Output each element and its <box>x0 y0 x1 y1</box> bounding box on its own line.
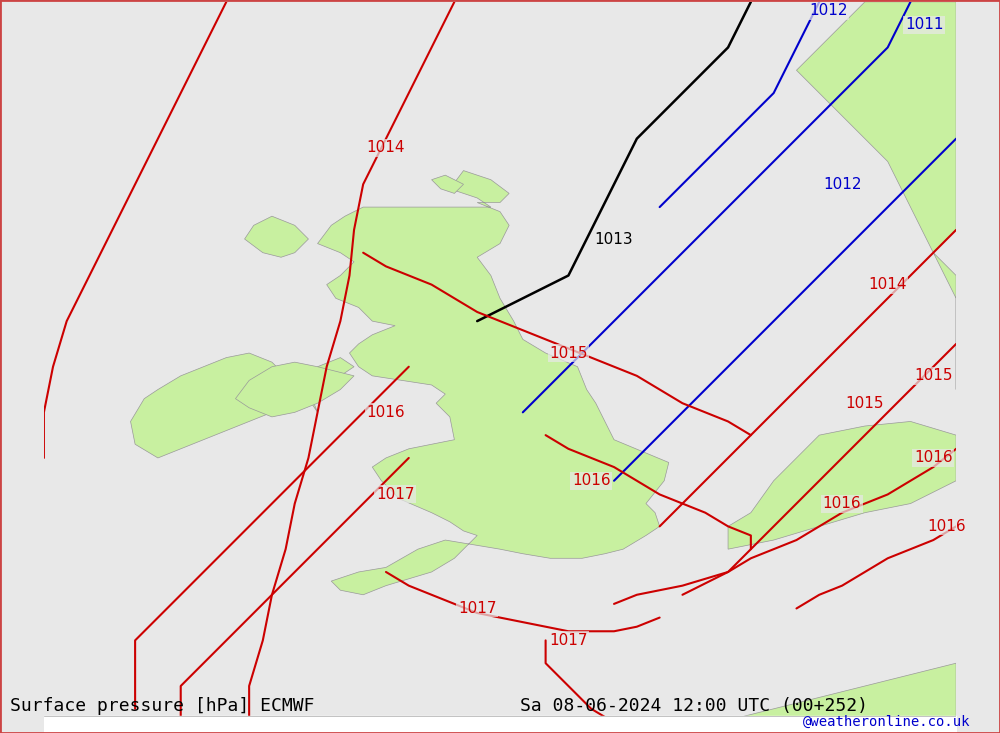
Polygon shape <box>318 171 669 594</box>
Text: 1017: 1017 <box>549 633 588 648</box>
Text: 1016: 1016 <box>367 405 405 420</box>
Polygon shape <box>131 353 354 458</box>
Text: 1015: 1015 <box>846 396 884 410</box>
Text: Surface pressure [hPa] ECMWF: Surface pressure [hPa] ECMWF <box>10 696 314 715</box>
Text: 1012: 1012 <box>823 177 861 192</box>
Polygon shape <box>235 362 354 417</box>
Text: 1013: 1013 <box>595 232 633 246</box>
Polygon shape <box>728 421 956 549</box>
Text: 1015: 1015 <box>549 345 588 361</box>
Text: @weatheronline.co.uk: @weatheronline.co.uk <box>802 715 970 729</box>
Text: 1017: 1017 <box>376 487 414 502</box>
Text: 1012: 1012 <box>809 4 848 18</box>
Polygon shape <box>500 663 956 732</box>
Text: 1017: 1017 <box>458 601 496 616</box>
Text: 1014: 1014 <box>367 140 405 155</box>
Polygon shape <box>432 175 464 194</box>
Text: 1016: 1016 <box>914 451 953 465</box>
Text: 1015: 1015 <box>914 369 953 383</box>
Text: 1016: 1016 <box>823 496 861 511</box>
Polygon shape <box>796 2 956 389</box>
Text: 1014: 1014 <box>868 277 907 292</box>
Text: Sa 08-06-2024 12:00 UTC (00+252): Sa 08-06-2024 12:00 UTC (00+252) <box>520 696 868 715</box>
Polygon shape <box>245 216 308 257</box>
Text: 1016: 1016 <box>572 474 611 488</box>
Text: 1011: 1011 <box>905 17 943 32</box>
Text: 1016: 1016 <box>928 519 966 534</box>
